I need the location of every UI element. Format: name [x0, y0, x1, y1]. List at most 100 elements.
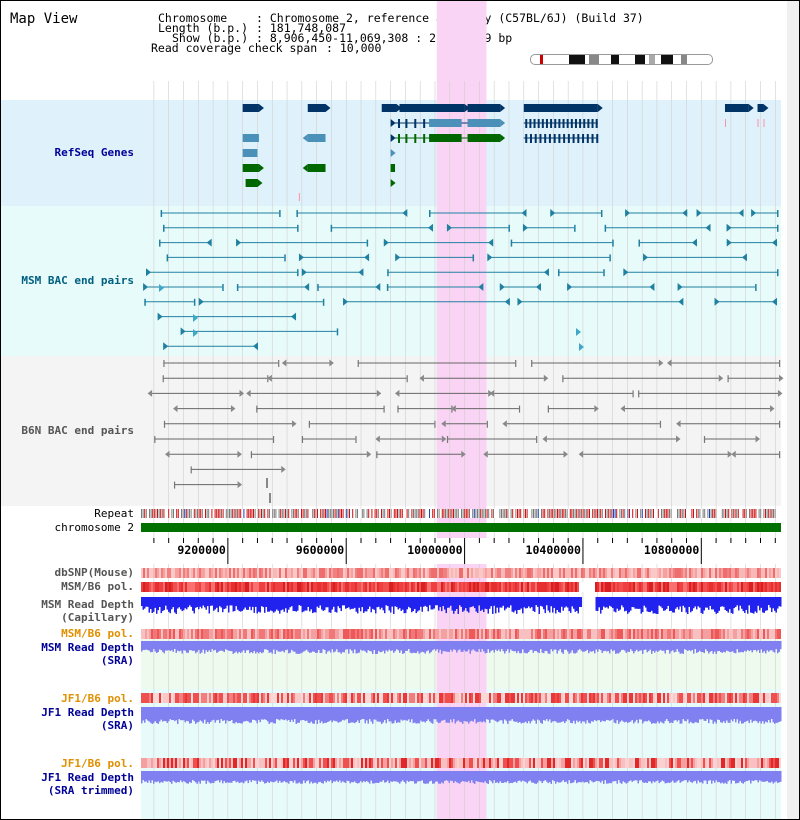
dbsnp-strip-cell [285, 568, 287, 578]
msm-pol-strip-1-cell [733, 582, 735, 592]
msm-bac-end [504, 297, 510, 306]
msm-depth-sra-bar [169, 641, 171, 652]
jf1-depth-trim-label-1[interactable]: JF1 Read Depth [41, 771, 134, 784]
repeat-mark [665, 509, 667, 518]
repeat-mark [621, 509, 622, 518]
jf1-depth-trim-bar [210, 771, 212, 784]
jf1-pol-strip-1-cell [581, 693, 583, 703]
repeat-mark [624, 509, 626, 518]
repeat-mark [752, 509, 754, 518]
dbsnp-strip-cell [277, 568, 279, 578]
msm-depth-sra-bar [177, 641, 179, 651]
repeat-mark [393, 509, 395, 518]
b6n-bac-label[interactable]: B6N BAC end pairs [21, 424, 134, 437]
repeat-mark [413, 509, 414, 518]
msm-depth-cap-bar [612, 597, 614, 609]
msm-pol-strip-2-cell [635, 629, 637, 639]
msm-pol-strip-2-cell [757, 629, 759, 639]
msm-depth-cap-bar [648, 597, 650, 612]
dbsnp-label[interactable]: dbSNP(Mouse) [54, 566, 134, 579]
dbsnp-strip-cell [379, 568, 381, 578]
jf1-pol-strip-1-cell [737, 693, 739, 703]
repeat-mark [377, 509, 379, 518]
msm-bac-end [193, 329, 198, 337]
msm-depth-cap-bar [553, 597, 555, 608]
msm-pol-strip-1-cell [319, 582, 321, 592]
msm-depth-cap-label-1[interactable]: MSM Read Depth [41, 598, 134, 611]
jf1-depth-trim-bar [399, 771, 401, 784]
msm-depth-cap-bar [622, 597, 624, 608]
msm-depth-sra-bar [246, 641, 248, 651]
jf1-depth-trim-bar [387, 771, 389, 781]
jf1-pol-strip-1-cell [587, 693, 589, 703]
jf1-pol-strip-1-cell [761, 693, 763, 703]
jf1-depth-sra-bar [744, 707, 746, 723]
msm-depth-sra-bar [259, 641, 261, 652]
msm-pol-label-2[interactable]: MSM/B6 pol. [61, 627, 134, 640]
msm-pol-label-1[interactable]: MSM/B6 pol. [61, 580, 134, 593]
msm-pol-strip-1-cell [197, 582, 199, 592]
msm-pol-strip-1-cell [665, 582, 667, 592]
jf1-pol-strip-2-cell [153, 758, 155, 768]
repeat-mark [240, 509, 242, 518]
msm-pol-strip-2-cell [199, 629, 201, 639]
jf1-depth-trim-bar [577, 771, 579, 783]
jf1-depth-sra-label-1[interactable]: JF1 Read Depth [41, 706, 134, 719]
msm-depth-cap-bar [304, 597, 306, 611]
msm-pol-strip-2-cell [213, 629, 215, 639]
dbsnp-strip-cell [563, 568, 565, 578]
repeat-mark [321, 509, 323, 518]
jf1-depth-sra-bar [193, 707, 195, 722]
msm-depth-sra-bar [525, 641, 527, 654]
msm-depth-sra-bar [765, 641, 767, 654]
msm-bac-label[interactable]: MSM BAC end pairs [21, 274, 134, 287]
jf1-pol-strip-2-cell [695, 758, 697, 768]
msm-depth-cap-bar [196, 597, 198, 607]
jf1-pol-strip-2-cell [709, 758, 711, 768]
jf1-pol-strip-2-cell [595, 758, 597, 768]
vertical-scrollbar[interactable] [787, 1, 799, 819]
jf1-pol-label-1[interactable]: JF1/B6 pol. [61, 692, 134, 705]
dbsnp-strip-cell [659, 568, 661, 578]
jf1-pol-strip-2-cell [369, 758, 371, 768]
msm-pol-strip-1-cell [371, 582, 373, 592]
dbsnp-strip-cell [363, 568, 365, 578]
msm-pol-strip-1-cell [163, 582, 165, 592]
jf1-depth-trim-bar [571, 771, 573, 783]
chromosome-ideogram[interactable] [530, 54, 713, 65]
jf1-depth-sra-bar [556, 707, 558, 723]
jf1-depth-sra-bar [157, 707, 159, 724]
msm-depth-cap-bar [703, 597, 705, 611]
dbsnp-strip-cell [405, 568, 407, 578]
refseq-label[interactable]: RefSeq Genes [54, 146, 134, 159]
jf1-pol-strip-2-cell [713, 758, 715, 768]
jf1-pol-strip-2-cell [609, 758, 611, 768]
repeat-mark [168, 509, 170, 518]
msm-depth-sra-bar [688, 641, 690, 651]
repeat-mark [726, 509, 728, 518]
msm-pol-strip-2-cell [459, 629, 461, 639]
jf1-pol-strip-2-cell [519, 758, 521, 768]
jf1-pol-strip-2-cell [313, 758, 315, 768]
jf1-depth-sra-bar [760, 707, 762, 724]
repeat-mark [193, 509, 195, 518]
msm-depth-cap-bar [561, 597, 563, 607]
msm-depth-cap-bar [670, 597, 672, 611]
jf1-depth-trim-bar [256, 771, 258, 784]
dbsnp-strip-cell [455, 568, 457, 578]
jf1-depth-trim-bar [414, 771, 416, 784]
jf1-depth-sra-bar [298, 707, 300, 723]
msm-depth-sra-label-1[interactable]: MSM Read Depth [41, 641, 134, 654]
jf1-pol-strip-1-cell [375, 693, 377, 703]
jf1-pol-label-2[interactable]: JF1/B6 pol. [61, 757, 134, 770]
msm-pol-strip-1-cell [681, 582, 683, 592]
jf1-depth-sra-bar [148, 707, 150, 722]
jf1-depth-trim-bar [658, 771, 660, 784]
jf1-pol-strip-1-cell [303, 693, 305, 703]
jf1-depth-trim-bar [186, 771, 188, 784]
msm-pol-strip-2-cell [193, 629, 195, 639]
msm-pol-strip-1-cell [409, 582, 411, 592]
jf1-pol-strip-2-cell [779, 758, 781, 768]
msm-depth-cap-bar [498, 597, 500, 613]
